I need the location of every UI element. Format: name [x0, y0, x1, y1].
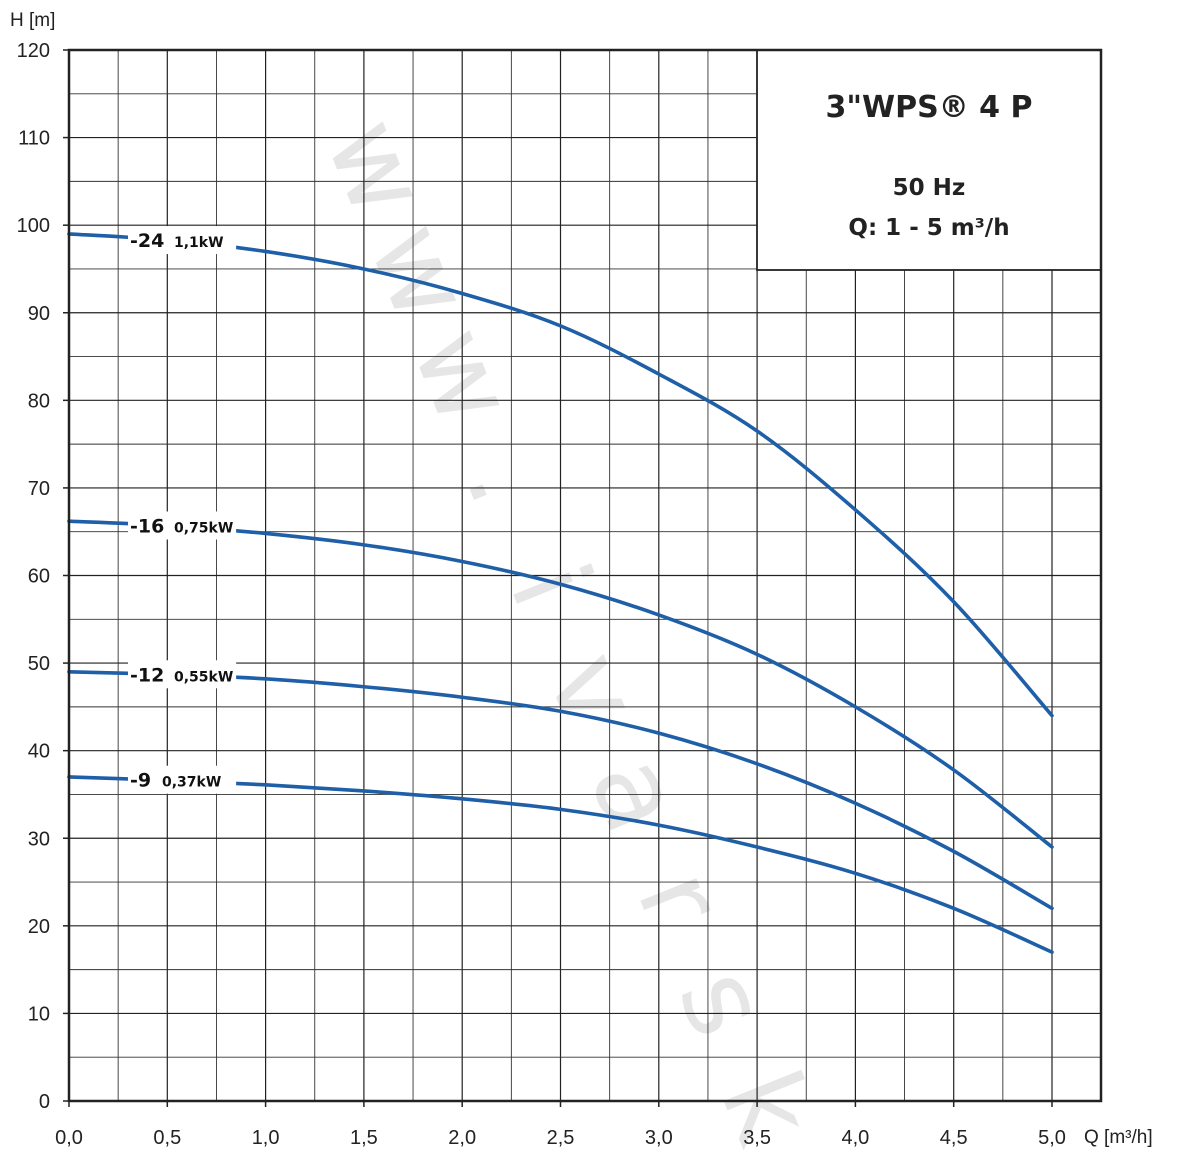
watermark-letter: s	[654, 952, 794, 1053]
tick-labels: 0 10 20 30 40 50 60 70 80 90 100 110 120 0,0 0,5 1,0 1,5…	[17, 40, 1066, 1149]
x-tick-label: 4,0	[841, 1127, 869, 1149]
series-name-label: -24	[130, 230, 164, 252]
series-name-label: -9	[130, 770, 151, 792]
info-box	[756, 49, 1102, 271]
watermark-letter: w	[388, 310, 540, 441]
x-tick-label: 2,0	[448, 1127, 476, 1149]
y-tick-label: 50	[28, 653, 50, 675]
y-tick-label: 110	[18, 128, 50, 150]
x-tick-label: 0,0	[55, 1127, 83, 1149]
series-power-label: 0,75kW	[174, 520, 233, 536]
y-tick-label: 0	[39, 1091, 50, 1113]
info-box-title: 3"WPS® 4 P	[826, 90, 1033, 125]
y-tick-label: 120	[17, 40, 50, 62]
y-tick-label: 60	[28, 566, 50, 588]
y-tick-label: 80	[28, 390, 50, 412]
watermark-letter: w	[301, 101, 453, 232]
series-label-background	[127, 765, 237, 794]
y-tick-label: 100	[17, 215, 50, 237]
y-tick-label: 30	[28, 828, 50, 850]
series-line-m24	[67, 232, 1054, 718]
series-line-m16	[67, 519, 1054, 849]
y-tick-label: 20	[28, 916, 50, 938]
watermark-letter: v	[522, 635, 665, 743]
x-tick-label: 4,5	[940, 1127, 968, 1149]
x-tick-label: 1,5	[350, 1127, 378, 1149]
info-box-frequency: 50 Hz	[893, 175, 966, 201]
series-power-label: 0,37kW	[162, 775, 221, 791]
watermark-letter: r	[613, 853, 749, 944]
x-tick-label: 5,0	[1038, 1127, 1066, 1149]
series-name-label: -12	[130, 664, 164, 686]
y-tick-label: 10	[28, 1003, 50, 1025]
y-tick-label: 70	[28, 478, 50, 500]
series-power-label: 1,1kW	[174, 235, 224, 251]
series-label-background	[127, 660, 237, 689]
x-tick-label: 0,5	[153, 1127, 181, 1149]
grid	[69, 50, 1101, 1101]
series-label-background	[127, 226, 237, 255]
series-line-m9	[67, 775, 1054, 954]
series-name-label: -16	[130, 515, 164, 537]
y-tick-label: 90	[28, 303, 50, 325]
x-tick-label: 1,0	[252, 1127, 280, 1149]
series-layer: -24 1,1kW -16 0,75kW -12 0,55kW -9 0,37kW	[67, 226, 1054, 954]
x-tick-label: 3,5	[743, 1127, 771, 1149]
y-axis-title: H [m]	[10, 10, 55, 31]
x-tick-label: 3,0	[645, 1127, 673, 1149]
info-box-flow-range: Q: 1 - 5 m³/h	[848, 215, 1009, 241]
y-tick-label: 40	[28, 741, 50, 763]
series-label-background	[127, 511, 237, 540]
series-power-label: 0,55kW	[174, 669, 233, 685]
x-axis-title: Q [m³/h]	[1084, 1127, 1153, 1148]
watermark-letter: .	[441, 440, 573, 520]
watermark-letter: i	[485, 547, 615, 623]
x-tick-label: 2,5	[547, 1127, 575, 1149]
series-line-m12	[67, 670, 1054, 911]
